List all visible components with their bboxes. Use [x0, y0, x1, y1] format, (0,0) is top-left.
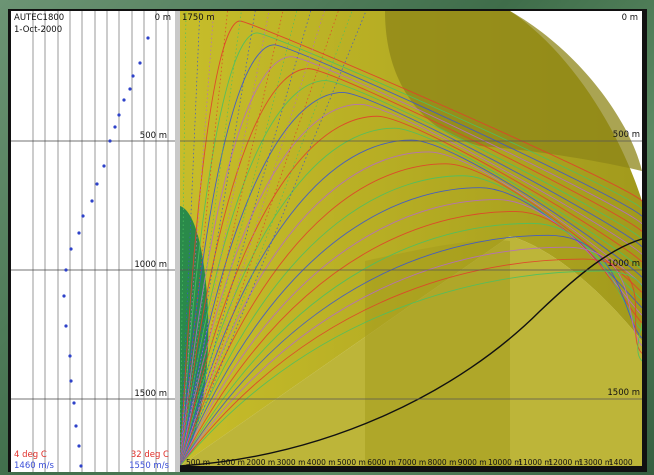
profile-vertical-grid [32, 11, 169, 472]
ray-path [180, 163, 642, 466]
profile-point [69, 379, 73, 383]
profile-point [62, 294, 66, 298]
steep-ray [180, 11, 228, 466]
ray-depth-label-1000: 1000 m [607, 259, 640, 269]
ray-path [180, 246, 642, 466]
ray-paths [180, 11, 642, 466]
profile-point [117, 113, 121, 117]
profile-point [68, 354, 72, 358]
profile-point [64, 324, 68, 328]
profile-point [81, 214, 85, 218]
steep-ray [180, 11, 284, 466]
ray-path [180, 258, 642, 466]
ray-trace-plot [180, 11, 642, 466]
range-tick-label: 14000 [608, 458, 633, 466]
ray-path [180, 127, 642, 466]
range-tick-label: 8000 m [427, 458, 457, 466]
profile-point [77, 231, 81, 235]
profile-point [138, 61, 142, 65]
range-tick-label: 13000 m [578, 458, 613, 466]
range-tick-label: 500 m [186, 458, 211, 466]
range-tick-label: 9000 m [457, 458, 487, 466]
ray-path [180, 234, 642, 466]
profile-point [122, 98, 126, 102]
steep-ray [180, 11, 242, 466]
ray-path [180, 44, 642, 466]
sound-speed-points [62, 36, 150, 468]
profile-plot [11, 11, 175, 472]
ray-path [180, 103, 642, 466]
sound-speed-profile-panel[interactable]: AUTEC1800 1-Oct-2000 0 m 500 m 1000 m 15… [11, 11, 175, 472]
steep-ray [180, 11, 270, 466]
ray-path [180, 68, 642, 466]
profile-point [131, 74, 135, 78]
steep-ray [180, 11, 339, 466]
shadow-zone-upper [385, 11, 642, 171]
profile-point [146, 36, 150, 40]
profile-depth-label-0: 0 m [154, 13, 171, 23]
profile-point [72, 401, 76, 405]
ray-path [180, 270, 642, 466]
ray-trace-panel[interactable]: 1750 m 0 m 500 m 1000 m 1500 m 500 m 1000… [180, 11, 642, 466]
profile-depth-label-500: 500 m [139, 131, 167, 141]
ray-path [180, 32, 642, 466]
speed-max-label: 1550 m/s [129, 461, 169, 471]
ray-path [180, 211, 642, 466]
ray-max-depth-label: 1750 m [182, 13, 215, 23]
temp-min-label: 4 deg C [14, 450, 47, 460]
temp-max-label: 32 deg C [130, 450, 169, 460]
steep-ray [180, 11, 311, 466]
range-tick-label: 7000 m [397, 458, 427, 466]
profile-point [69, 247, 73, 251]
range-tick-label: 1000 m [216, 458, 245, 466]
ray-path [180, 91, 642, 466]
range-tick-label: 5000 m [337, 458, 366, 466]
ray-path [180, 80, 642, 466]
range-tick-label: 11000 m [518, 458, 552, 466]
profile-horizontal-grid [11, 140, 175, 400]
date-label: 1-Oct-2000 [14, 25, 63, 35]
ray-path [180, 222, 642, 466]
site-label: AUTEC1800 [14, 13, 65, 23]
ray-depth-label-1500: 1500 m [607, 388, 640, 398]
ray-horizontal-grid [180, 140, 642, 400]
ray-path [180, 115, 642, 466]
profile-depth-label-1000: 1000 m [134, 260, 167, 270]
profile-point [79, 464, 83, 468]
profile-point [113, 125, 117, 129]
ray-path [180, 187, 642, 466]
profile-point [95, 182, 99, 186]
profile-point [77, 444, 81, 448]
ray-path [180, 56, 642, 466]
range-tick-label: 10000 m [488, 458, 522, 466]
range-tick-label: 4000 m [306, 458, 336, 466]
range-tick-label: 6000 m [367, 458, 396, 466]
profile-point [90, 199, 94, 203]
ray-depth-label-500: 500 m [612, 130, 640, 140]
ray-depth-label-0: 0 m [621, 13, 638, 23]
steep-ray [180, 11, 256, 466]
profile-point [102, 164, 106, 168]
profile-point [128, 87, 132, 91]
profile-point [108, 139, 112, 143]
range-tick-label: 2000 m [246, 458, 276, 466]
steep-ray [180, 11, 215, 466]
panel-splitter[interactable] [175, 11, 180, 472]
ray-path [180, 139, 642, 466]
steep-ray [180, 11, 353, 466]
profile-point [64, 268, 68, 272]
profile-point [74, 424, 78, 428]
critical-ray [180, 238, 642, 466]
ray-path [180, 151, 642, 466]
speed-min-label: 1460 m/s [14, 461, 54, 471]
shadow-zone-lower [365, 240, 510, 466]
range-tick-label: 12000 m [548, 458, 582, 466]
profile-depth-label-1500: 1500 m [134, 389, 167, 399]
range-tick-label: 3000 m [276, 458, 306, 466]
